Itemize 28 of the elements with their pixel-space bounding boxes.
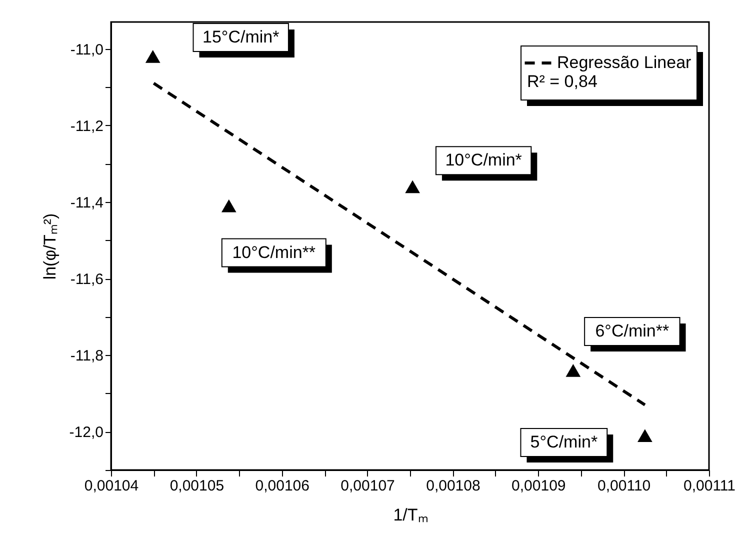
x-tick-label: 0,00108 [426, 478, 480, 494]
point [566, 364, 581, 377]
y-tick-label: -11,6 [70, 271, 104, 288]
y-tick-label: -11,2 [70, 118, 104, 135]
x-tick-label: 0,00111 [684, 478, 736, 494]
annotation: 10°C/min** [232, 242, 316, 262]
y-tick-label: -12,0 [69, 424, 104, 442]
x-tick-label: 0,00104 [84, 478, 139, 494]
annotation: R² = 0,84 [527, 72, 598, 91]
point [638, 429, 652, 442]
y-tick-label: -11,8 [70, 348, 104, 365]
x-tick-label: 0,00109 [512, 478, 566, 494]
x-tick-label: 0,00107 [340, 478, 395, 494]
annotation: 10°C/min* [445, 150, 522, 170]
point [405, 180, 420, 194]
x-tick-label: 0,00110 [598, 478, 651, 494]
legend-label: Regressão Linear [557, 53, 692, 72]
y-axis-title: ln(φ/Tₘ²) [40, 213, 60, 280]
x-axis-title: 1/Tₘ [393, 506, 428, 524]
x-tick-label: 0,00106 [255, 478, 310, 494]
annotation: 6°C/min** [595, 321, 670, 340]
annotation: 15°C/min* [202, 27, 280, 46]
point [221, 199, 236, 212]
point [145, 50, 160, 63]
y-tick-label: -11,0 [70, 41, 104, 58]
x-tick-label: 0,00105 [170, 478, 224, 494]
annotation: 5°C/min* [530, 432, 598, 452]
y-tick-label: -11,4 [70, 194, 104, 212]
